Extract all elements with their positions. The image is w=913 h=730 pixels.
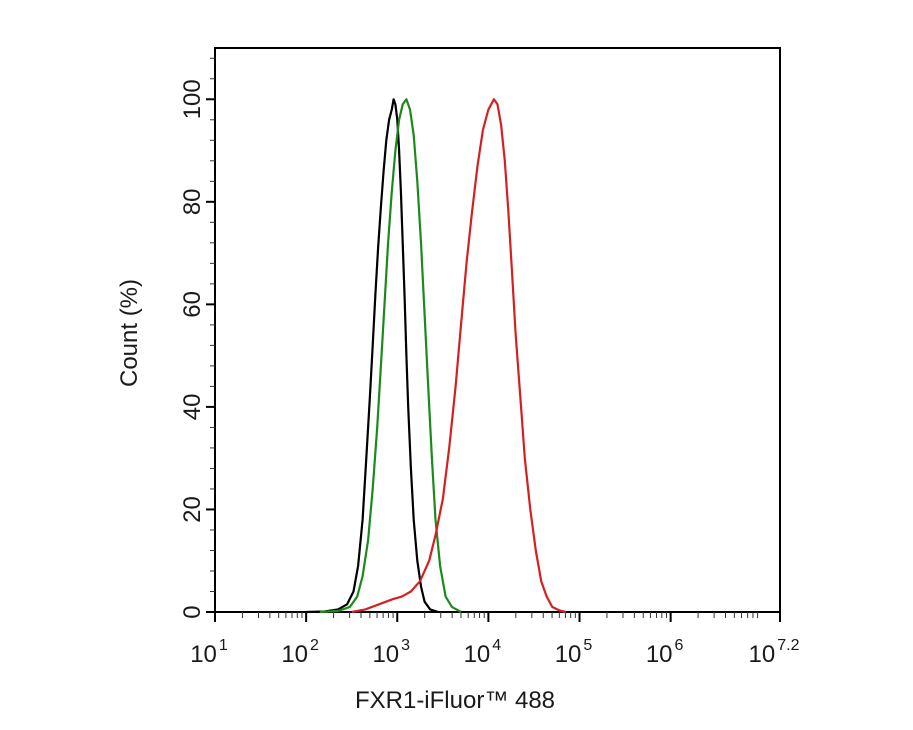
x-tick-label: 10 6: [646, 637, 684, 668]
y-tick-label: 20: [179, 496, 206, 523]
y-tick-label: 80: [179, 188, 206, 215]
x-tick-label: 10 2: [281, 637, 319, 668]
y-tick-label: 100: [179, 79, 206, 119]
x-axis-title: FXR1-iFluor™ 488: [355, 687, 555, 714]
x-tick-label: 10 7.2: [749, 637, 800, 668]
series-line-3: [351, 98, 567, 614]
x-tick-label: 10 5: [555, 637, 593, 668]
x-tick-label: 10 4: [464, 637, 502, 668]
series-line-2: [319, 98, 462, 614]
series-line-1: [306, 98, 439, 614]
x-tick-label: 10 1: [190, 637, 228, 668]
y-tick-label: 60: [179, 291, 206, 318]
y-tick-label: 40: [179, 394, 206, 421]
x-tick-label: 10 3: [372, 637, 410, 668]
y-tick-label: 0: [179, 605, 206, 618]
y-axis-title: Count (%): [116, 279, 143, 387]
plot-frame: [214, 47, 781, 613]
